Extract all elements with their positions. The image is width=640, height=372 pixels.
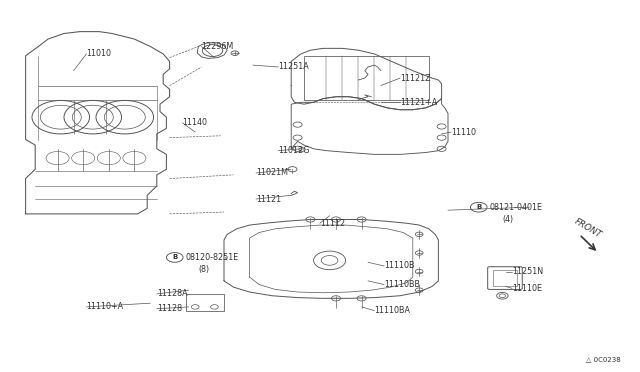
Text: FRONT: FRONT: [573, 217, 603, 240]
Text: 11110: 11110: [451, 128, 476, 137]
Text: 11251A: 11251A: [278, 62, 309, 71]
Text: 11110BA: 11110BA: [374, 306, 410, 315]
Text: 11140: 11140: [182, 118, 207, 127]
Text: 11112: 11112: [320, 219, 345, 228]
Text: 11121: 11121: [256, 195, 281, 203]
Text: 11121Z: 11121Z: [400, 74, 431, 83]
Text: 11021M: 11021M: [256, 169, 288, 177]
Text: 11010: 11010: [86, 49, 111, 58]
Text: 11128: 11128: [157, 304, 182, 313]
Text: 11128A: 11128A: [157, 289, 188, 298]
Text: 11110B: 11110B: [384, 262, 415, 270]
Text: 11251N: 11251N: [512, 267, 543, 276]
Text: 12296M: 12296M: [202, 42, 234, 51]
Text: 11121+A: 11121+A: [400, 98, 437, 107]
Text: B: B: [172, 254, 177, 260]
Text: B: B: [476, 204, 481, 210]
Text: 11110E: 11110E: [512, 284, 542, 293]
Text: (4): (4): [502, 215, 513, 224]
Text: 11012G: 11012G: [278, 146, 310, 155]
Text: 08120-8251E: 08120-8251E: [186, 253, 239, 262]
Text: 08121-0401E: 08121-0401E: [490, 203, 543, 212]
Text: (8): (8): [198, 265, 209, 274]
Text: △ 0C0238: △ 0C0238: [586, 356, 621, 362]
Text: 11110+A: 11110+A: [86, 302, 124, 311]
Text: 11110BB: 11110BB: [384, 280, 420, 289]
